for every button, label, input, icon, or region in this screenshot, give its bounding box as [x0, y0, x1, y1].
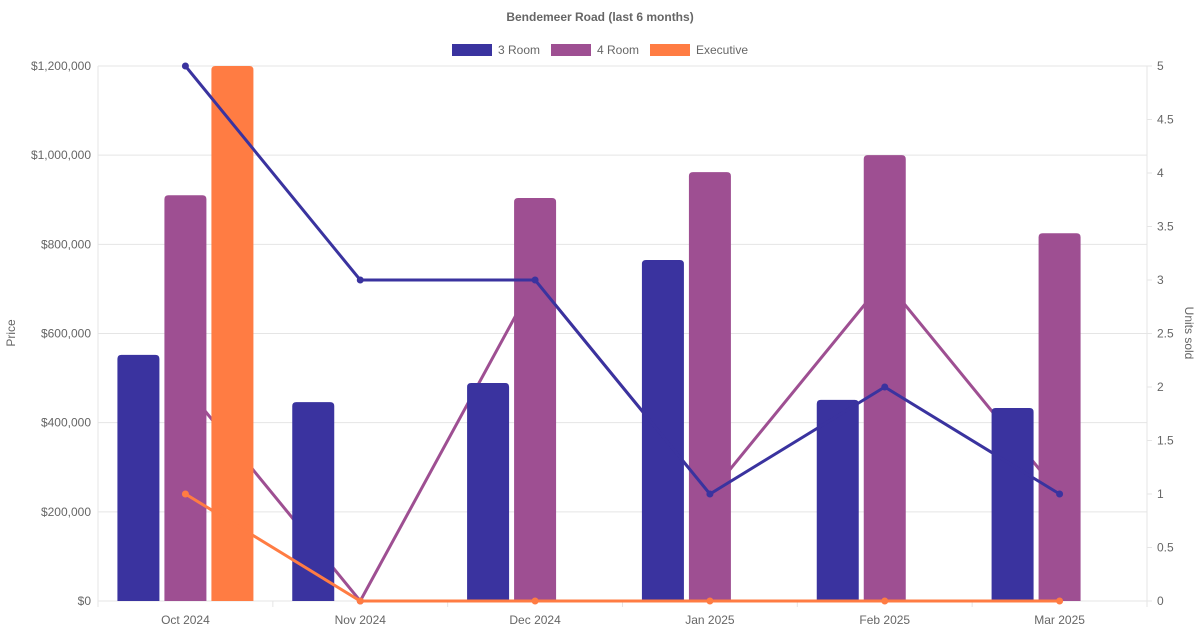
y-tick-label: $1,000,000 [31, 148, 91, 162]
legend-item-executive[interactable]: Executive [650, 43, 748, 57]
y2-tick-label: 1.5 [1157, 434, 1174, 448]
legend-swatch [452, 44, 492, 56]
x-tick-label: Nov 2024 [335, 613, 387, 627]
x-tick-label: Oct 2024 [161, 613, 210, 627]
point-executive[interactable] [181, 490, 189, 498]
point-3-room[interactable] [181, 62, 189, 70]
y2-tick-label: 4.5 [1157, 113, 1174, 127]
y2-tick-label: 1 [1157, 487, 1164, 501]
bar-4-room[interactable] [514, 197, 557, 601]
x-tick-label: Jan 2025 [685, 613, 735, 627]
legend-label: 4 Room [597, 43, 639, 57]
bar-3-room[interactable] [641, 259, 684, 601]
legend-swatch [551, 44, 591, 56]
y2-tick-label: 5 [1157, 59, 1164, 73]
y-axis-title: Price [4, 319, 18, 347]
y2-tick-label: 4 [1157, 166, 1164, 180]
legend-item-3-room[interactable]: 3 Room [452, 43, 540, 57]
legend-label: 3 Room [498, 43, 540, 57]
x-tick-label: Feb 2025 [859, 613, 910, 627]
y2-tick-label: 3.5 [1157, 220, 1174, 234]
point-executive[interactable] [706, 597, 714, 605]
y-tick-label: $600,000 [41, 327, 91, 341]
bar-4-room[interactable] [863, 155, 906, 601]
y-tick-label: $0 [78, 594, 92, 608]
point-3-room[interactable] [706, 490, 714, 498]
point-3-room[interactable] [531, 276, 539, 284]
bar-3-room[interactable] [467, 382, 510, 601]
legend-label: Executive [696, 43, 748, 57]
y2-tick-label: 0.5 [1157, 541, 1174, 555]
y-tick-label: $400,000 [41, 416, 91, 430]
y-tick-label: $200,000 [41, 505, 91, 519]
y2-axis-title: Units sold [1182, 307, 1196, 360]
y-tick-label: $800,000 [41, 237, 91, 251]
x-tick-label: Dec 2024 [509, 613, 561, 627]
legend-item-4-room[interactable]: 4 Room [551, 43, 639, 57]
bar-executive[interactable] [211, 66, 254, 601]
y2-tick-label: 0 [1157, 594, 1164, 608]
bar-3-room[interactable] [816, 399, 859, 601]
bar-3-room[interactable] [292, 402, 335, 601]
bar-4-room[interactable] [688, 172, 731, 601]
point-executive[interactable] [356, 597, 364, 605]
point-executive[interactable] [1056, 597, 1064, 605]
y-tick-label: $1,200,000 [31, 59, 91, 73]
bar-4-room[interactable] [1038, 233, 1081, 601]
line-3-room [184, 65, 1061, 496]
point-executive[interactable] [531, 597, 539, 605]
point-3-room[interactable] [881, 383, 889, 391]
y2-tick-label: 3 [1157, 273, 1164, 287]
y2-tick-label: 2 [1157, 380, 1164, 394]
point-3-room[interactable] [356, 276, 364, 284]
bar-3-room[interactable] [991, 407, 1034, 601]
y2-tick-label: 2.5 [1157, 327, 1174, 341]
x-tick-label: Mar 2025 [1034, 613, 1085, 627]
point-executive[interactable] [881, 597, 889, 605]
chart-title: Bendemeer Road (last 6 months) [506, 10, 693, 24]
bar-3-room[interactable] [117, 354, 160, 601]
point-3-room[interactable] [1056, 490, 1064, 498]
legend-swatch [650, 44, 690, 56]
bar-4-room[interactable] [164, 195, 207, 601]
line-executive [184, 492, 1060, 603]
